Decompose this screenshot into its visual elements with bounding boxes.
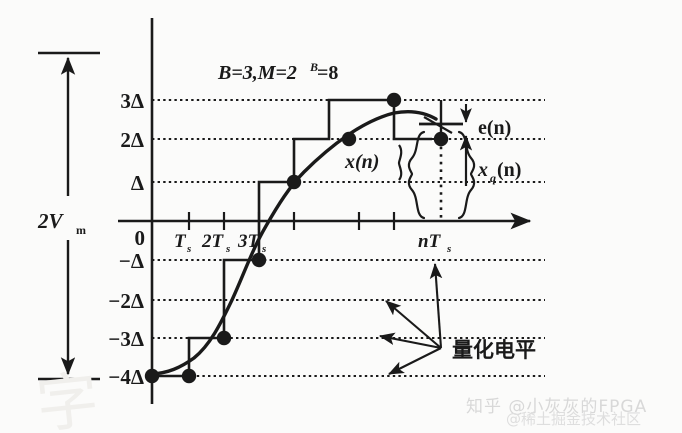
y-label-neg-3delta: −3Δ bbox=[108, 327, 144, 351]
y-label-2delta: 2Δ bbox=[120, 128, 144, 152]
sample-dot-1 bbox=[181, 368, 197, 384]
y-label-neg-4delta: −4Δ bbox=[108, 365, 144, 389]
x-label-ts-sub: s bbox=[186, 243, 191, 255]
brace-right bbox=[457, 130, 476, 220]
y-label-neg-2delta: −2Δ bbox=[108, 289, 144, 313]
sample-dot-4 bbox=[286, 174, 302, 190]
sample-dot-2 bbox=[216, 330, 232, 346]
range-label-sub: m bbox=[76, 223, 86, 237]
x-label-2ts: 2T bbox=[201, 231, 225, 252]
quantized-span-brace bbox=[407, 130, 476, 220]
xn-bracket bbox=[397, 144, 403, 181]
pointer-arrow-1 bbox=[385, 300, 442, 349]
x-axis-labels: T s 2T s 3T s nT s bbox=[174, 231, 451, 255]
sample-n-marker bbox=[419, 100, 463, 139]
pointer-arrow-2 bbox=[378, 332, 442, 350]
x-label-3ts: 3T bbox=[237, 231, 261, 252]
range-indicator bbox=[38, 51, 100, 381]
quantized-label-group: x q (n) bbox=[477, 159, 521, 185]
sample-dot-6 bbox=[386, 92, 402, 108]
signal-label: x(n) bbox=[344, 151, 379, 173]
y-axis-labels: 3Δ 2Δ Δ 0 −Δ −2Δ −3Δ −4Δ bbox=[108, 89, 145, 389]
axes bbox=[118, 18, 532, 404]
analog-curve-path bbox=[150, 109, 438, 376]
quantized-label: x bbox=[477, 159, 488, 181]
x-label-3ts-sub: s bbox=[261, 243, 266, 255]
range-label-group: 2V m bbox=[37, 209, 86, 237]
x-label-nts: nT bbox=[418, 231, 442, 252]
title-exponent: B bbox=[309, 60, 318, 74]
y-label-zero: 0 bbox=[135, 226, 146, 250]
sample-dot-3 bbox=[251, 252, 267, 268]
pointer-arrow-3 bbox=[388, 347, 442, 375]
y-label-neg-delta: −Δ bbox=[119, 249, 144, 273]
analog-signal-curve bbox=[150, 109, 438, 376]
x-label-ts: T bbox=[174, 231, 187, 252]
sample-points bbox=[144, 92, 449, 384]
staircase-path bbox=[152, 98, 432, 378]
xn-bracket-path bbox=[397, 144, 403, 181]
quant-levels-label: 量化电平 bbox=[452, 338, 536, 362]
pointer-arrow-4 bbox=[429, 262, 443, 349]
x-label-2ts-sub: s bbox=[225, 243, 230, 255]
quantized-label-tail: (n) bbox=[497, 159, 521, 181]
sample-dot-0 bbox=[144, 368, 160, 384]
x-label-nts-sub: s bbox=[446, 243, 451, 255]
figure-title: B=3,M=2 B =8 bbox=[217, 60, 338, 84]
quant-level-pointer-arrows bbox=[378, 262, 443, 375]
title-main: B=3,M=2 bbox=[217, 62, 297, 84]
quantized-label-sub: q bbox=[490, 171, 496, 185]
title-tail: =8 bbox=[317, 62, 338, 84]
quantized-staircase bbox=[152, 98, 432, 378]
sample-n-slash bbox=[423, 116, 453, 134]
y-label-3delta: 3Δ bbox=[120, 89, 144, 113]
sample-dot-5 bbox=[341, 131, 357, 147]
y-label-delta: Δ bbox=[131, 171, 144, 195]
error-label: e(n) bbox=[478, 117, 511, 139]
brace-left bbox=[407, 130, 426, 220]
range-label: 2V bbox=[37, 209, 65, 233]
